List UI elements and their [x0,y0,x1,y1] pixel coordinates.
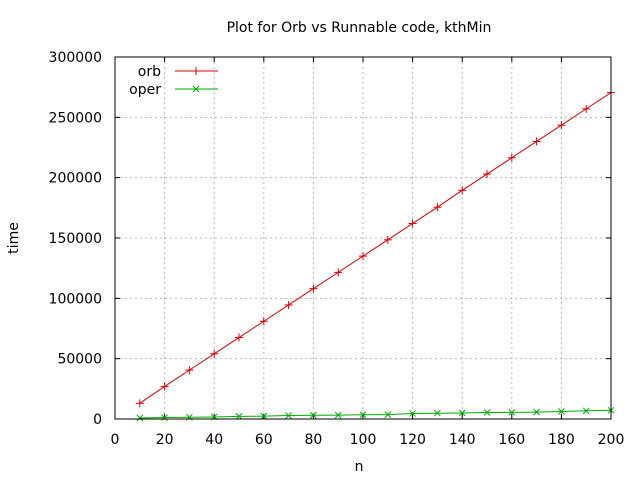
x-tick-label: 0 [111,432,120,448]
y-tick-label: 150000 [49,231,102,247]
series-line-oper [139,409,612,419]
data-point-oper [582,407,590,415]
data-point-oper [483,409,491,416]
data-series [135,88,615,422]
data-point-orb [408,219,417,228]
data-point-oper [235,412,243,420]
axis-ticks: 0 20 40 60 80 100 120 140 160 180 200 0 50000 100000 1… [49,50,625,448]
data-point-orb [135,399,144,408]
legend-label-orb: orb [138,64,161,80]
x-tick-label: 100 [350,432,377,448]
plot-frame [114,56,612,420]
y-tick-label: 200000 [49,171,102,187]
data-point-orb [483,170,491,179]
legend-label-oper: oper [129,82,161,98]
x-tick-label: 140 [449,432,476,448]
data-point-orb [532,137,541,146]
data-point-oper [161,414,168,421]
data-point-oper [458,409,466,417]
y-axis-label: time [6,222,22,254]
data-point-orb [334,268,343,277]
data-point-oper [136,414,144,422]
x-axis-label: n [355,459,364,475]
data-point-orb [433,203,442,212]
series-line-orb [139,92,612,404]
y-tick-label: 100000 [49,291,102,307]
data-point-oper [310,411,317,419]
data-point-oper [508,409,516,416]
data-point-orb [458,186,467,195]
data-point-oper [384,411,392,419]
data-point-orb [507,153,516,162]
data-point-orb [210,349,219,358]
data-point-orb [185,366,194,375]
legend: orb oper [129,64,218,98]
data-point-orb [259,317,268,326]
y-tick-label: 0 [93,412,102,428]
data-point-orb [309,284,318,293]
data-point-oper [334,411,342,419]
data-point-orb [383,235,392,244]
data-point-orb [359,252,367,261]
x-tick-label: 200 [598,432,625,448]
x-tick-label: 40 [205,432,223,448]
data-point-orb [557,121,566,130]
x-tick-label: 60 [255,432,273,448]
y-tick-label: 250000 [49,110,102,126]
data-point-oper [434,409,441,417]
x-tick-label: 160 [498,432,525,448]
data-point-orb [284,300,293,309]
y-tick-label: 300000 [49,50,102,66]
x-tick-label: 80 [304,432,322,448]
data-point-orb [160,382,169,391]
x-tick-label: 20 [156,432,174,448]
chart-title: Plot for Orb vs Runnable code, kthMin [227,20,492,36]
data-point-orb [582,104,591,113]
data-point-orb [235,333,243,342]
x-tick-label: 180 [548,432,575,448]
legend-marker-oper [192,85,200,93]
y-tick-label: 50000 [57,352,102,368]
grid-lines [115,57,611,419]
data-point-oper [533,408,540,416]
legend-marker-orb [192,67,200,75]
data-point-oper [558,408,565,415]
x-tick-label: 120 [399,432,426,448]
data-point-oper [409,410,416,417]
data-point-oper [260,412,268,420]
data-point-oper [285,412,292,419]
data-point-oper [359,411,367,419]
